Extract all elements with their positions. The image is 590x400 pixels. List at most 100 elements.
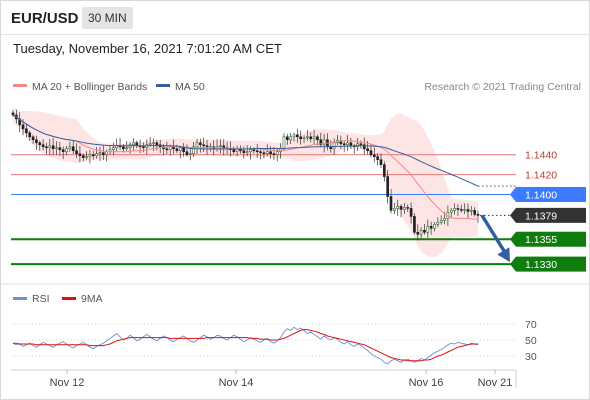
candle-body [403,207,406,210]
rsi-tick-70: 70 [525,319,537,331]
candle-body [426,226,430,233]
candle-body [219,145,222,148]
level-tag-1.1355 [516,231,586,247]
candle-body [433,224,436,229]
candle-body [456,208,460,210]
candle-body [98,152,102,155]
candle-body [21,124,25,130]
candle-body [389,196,393,211]
candle-body [91,154,95,156]
candle-body [31,136,35,141]
candle-body [466,209,470,212]
candle-body [406,207,410,209]
candle-body [289,136,292,141]
time-tick-label: Nov 12 [50,377,85,389]
candle-body [306,136,309,139]
forecast-arrow [480,214,510,263]
candle-body [476,214,480,216]
candle-body [359,143,363,146]
bollinger-bands [13,106,478,258]
candle-body [459,209,463,211]
candle-body [192,146,195,155]
candle-body [105,151,108,155]
candle-body [372,154,376,157]
level-tag-1.1400 [516,186,586,202]
candle-body [332,142,336,150]
candle-body [259,151,262,154]
candle-body [292,134,296,138]
candle-body [242,150,246,154]
forecast-arrow-head [497,247,510,263]
candle-body [413,216,416,233]
rsi-legend-swatch [13,297,27,300]
candle-body [416,231,420,235]
rsi-line [12,326,479,365]
candle-body [28,132,32,138]
candle-body [309,136,313,140]
rsi-panel: 70 50 30 [11,319,537,365]
candle-body [275,151,279,155]
candle-body [165,148,169,151]
candle-body [473,210,476,215]
candle-body [101,152,105,155]
candle-body [282,136,286,150]
candle-body [75,150,78,155]
candle-body [61,149,65,153]
ma50-line [12,114,479,187]
candle-body [366,148,369,152]
candle-body [195,142,199,148]
candle-body [155,142,159,146]
candle-body [379,159,383,165]
candle-body [409,208,413,217]
ma9-legend-label: 9MA [81,293,103,305]
level-tag-pointer-1.1379 [510,207,516,223]
candle-body [88,154,92,157]
level-tag-1.1330 [516,256,586,272]
candle-body [41,144,45,148]
candle-body [145,144,149,149]
candle-body [25,128,28,134]
credit-text: Research © 2021 Trading Central [424,81,581,93]
candle-body [142,146,145,149]
level-tag-pointer-1.1400 [510,186,516,202]
candle-body [285,136,289,141]
candle-body [302,137,306,140]
candle-body [346,142,349,146]
time-tick-label: Nov 14 [219,377,254,389]
level-label-1.1400: 1.1400 [525,189,557,201]
candle-body [55,147,58,150]
candle-body [202,144,206,147]
candle-body [383,164,386,177]
candle-body [112,147,115,151]
candle-body [148,143,152,146]
candle-body [51,145,55,150]
candle-body [182,147,185,153]
level-tag-1.1379 [516,207,586,223]
rsi-tick-50: 50 [525,335,537,347]
candle-body [386,176,390,197]
candle-body [45,146,48,149]
forecast-arrow-shaft [480,214,508,256]
level-label-1.1379: 1.1379 [525,210,557,222]
candle-body [312,136,316,140]
candle-body [222,145,226,149]
candle-body [185,151,189,155]
ma50-legend-swatch [156,84,170,87]
candle-body [362,144,366,150]
candle-body [265,151,269,155]
bollinger-band-area [13,106,478,258]
level-label-1.1355: 1.1355 [525,234,557,246]
level-labels: 1.1440 1.1420 1.1400 1.1379 1.1355 1.1330 [510,150,586,272]
candle-body [178,147,182,152]
candle-body [436,222,440,225]
level-label-1.1330: 1.1330 [525,259,557,271]
candle-body [125,147,129,150]
candle-body [38,142,42,146]
timeframe-badge[interactable]: 30 MIN [82,7,133,29]
candle-body [85,156,88,158]
candle-body [232,149,236,153]
candle-body [249,149,252,153]
candle-body [11,112,15,116]
time-axis: Nov 12 Nov 14 Nov 16 Nov 21 [50,370,512,389]
candle-body [95,153,98,156]
